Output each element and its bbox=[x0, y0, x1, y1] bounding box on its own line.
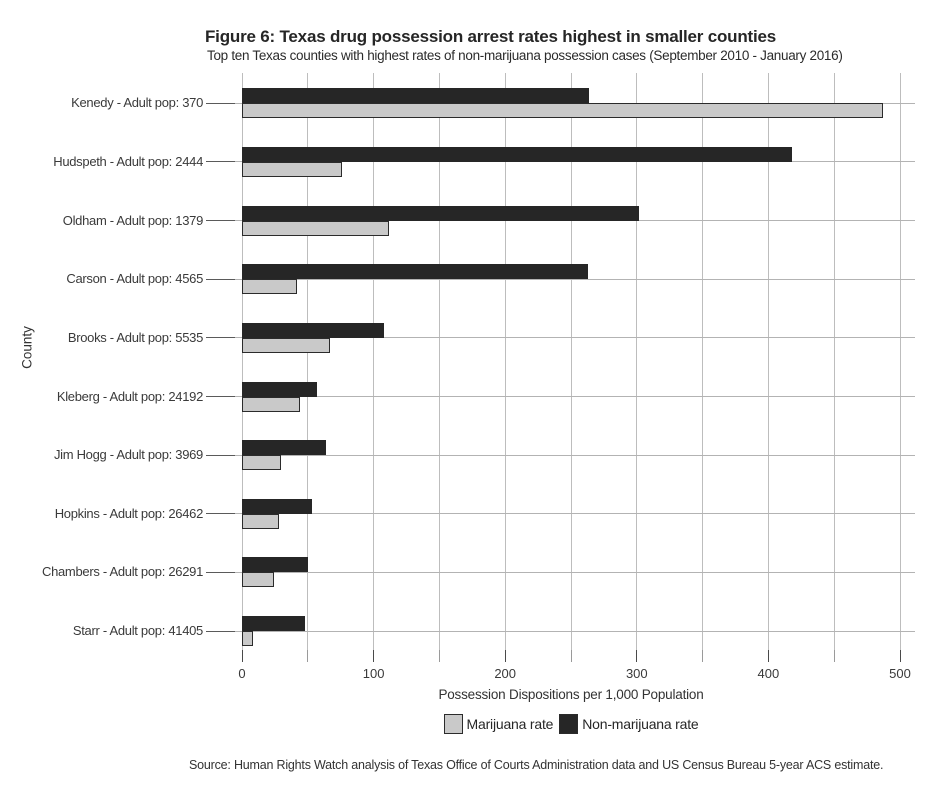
x-gridline bbox=[570, 73, 572, 650]
x-gridline bbox=[833, 73, 835, 650]
county-label: Jim Hogg - Adult pop: 3969 bbox=[53, 447, 203, 463]
x-gridline bbox=[307, 73, 309, 650]
x-axis-tick bbox=[767, 650, 769, 662]
county-gridline bbox=[235, 396, 915, 397]
marijuana-swatch-icon bbox=[443, 714, 463, 734]
county-gridline bbox=[235, 513, 915, 515]
x-axis-tick bbox=[438, 650, 440, 662]
x-gridline bbox=[702, 73, 704, 650]
y-axis-tick bbox=[206, 513, 235, 515]
county-label: Brooks - Adult pop: 5535 bbox=[67, 329, 203, 345]
bar-marijuana bbox=[242, 631, 253, 647]
x-gridline bbox=[899, 73, 901, 650]
legend-item-marijuana: Marijuana rate bbox=[443, 714, 554, 734]
bar-non-marijuana bbox=[242, 88, 590, 104]
bar-non-marijuana bbox=[242, 557, 308, 573]
x-gridline bbox=[241, 73, 243, 650]
x-tick-label: 400 bbox=[757, 666, 780, 681]
bar-marijuana bbox=[242, 103, 883, 119]
source-note: Source: Human Rights Watch analysis of T… bbox=[189, 758, 884, 772]
bar-non-marijuana bbox=[242, 381, 317, 397]
x-tick-label: 200 bbox=[494, 666, 517, 681]
y-axis-tick bbox=[206, 337, 235, 339]
bar-non-marijuana bbox=[242, 440, 327, 456]
x-axis-tick bbox=[570, 650, 572, 662]
x-axis-tick bbox=[636, 650, 638, 662]
x-tick-label: 100 bbox=[362, 666, 385, 681]
x-axis-title: Possession Dispositions per 1,000 Popula… bbox=[438, 687, 704, 702]
y-axis-tick bbox=[206, 102, 235, 104]
x-axis-tick bbox=[899, 650, 901, 662]
bar-marijuana bbox=[242, 161, 343, 177]
x-axis-tick bbox=[702, 650, 704, 662]
county-label: Kleberg - Adult pop: 24192 bbox=[56, 388, 203, 404]
x-gridline bbox=[438, 73, 440, 650]
county-gridline bbox=[235, 571, 915, 573]
chart-legend: Marijuana rate Non-marijuana rate bbox=[242, 712, 900, 736]
x-tick-label: 300 bbox=[625, 666, 648, 681]
x-axis-tick bbox=[373, 650, 375, 662]
legend-item-non-marijuana: Non-marijuana rate bbox=[559, 714, 699, 734]
non-marijuana-swatch-icon bbox=[559, 714, 579, 734]
x-axis-tick bbox=[241, 650, 243, 662]
bar-non-marijuana bbox=[242, 616, 306, 632]
x-gridline bbox=[767, 73, 769, 650]
bar-marijuana bbox=[242, 572, 274, 588]
bar-marijuana bbox=[242, 220, 390, 236]
y-axis-tick bbox=[206, 571, 235, 573]
x-gridline bbox=[504, 73, 506, 650]
county-gridline bbox=[235, 220, 915, 222]
bar-marijuana bbox=[242, 279, 298, 295]
y-axis-tick bbox=[206, 220, 235, 222]
bar-non-marijuana bbox=[242, 146, 793, 162]
y-axis-tick bbox=[206, 454, 235, 456]
county-label: Starr - Adult pop: 41405 bbox=[72, 623, 203, 639]
x-tick-label: 500 bbox=[889, 666, 911, 681]
y-axis-tick bbox=[206, 278, 235, 280]
x-tick-label: 0 bbox=[238, 666, 246, 681]
county-label: Oldham - Adult pop: 1379 bbox=[62, 212, 204, 228]
y-axis-tick bbox=[206, 396, 235, 397]
county-gridline bbox=[235, 454, 915, 456]
bar-marijuana bbox=[242, 455, 282, 471]
bar-non-marijuana bbox=[242, 322, 385, 338]
x-gridline bbox=[373, 73, 375, 650]
county-gridline bbox=[235, 278, 915, 280]
x-gridline bbox=[636, 73, 638, 650]
bar-marijuana bbox=[242, 396, 300, 412]
county-gridline bbox=[235, 161, 915, 163]
county-label: Carson - Adult pop: 4565 bbox=[66, 271, 203, 287]
county-label: Kenedy - Adult pop: 370 bbox=[71, 95, 203, 111]
x-axis-tick bbox=[504, 650, 506, 662]
bar-non-marijuana bbox=[242, 264, 589, 280]
chart-subtitle: Top ten Texas counties with highest rate… bbox=[207, 48, 843, 63]
bar-non-marijuana bbox=[242, 498, 312, 514]
x-axis-tick bbox=[833, 650, 835, 662]
x-axis-tick bbox=[307, 650, 309, 662]
county-gridline bbox=[235, 630, 915, 632]
county-label: Hudspeth - Adult pop: 2444 bbox=[53, 153, 203, 169]
county-label: Hopkins - Adult pop: 26462 bbox=[54, 505, 204, 521]
legend-label-non-marijuana: Non-marijuana rate bbox=[582, 716, 699, 732]
county-gridline bbox=[235, 337, 915, 339]
y-axis-tick bbox=[206, 161, 235, 163]
county-label: Chambers - Adult pop: 26291 bbox=[41, 564, 203, 580]
legend-label-marijuana: Marijuana rate bbox=[466, 716, 554, 732]
y-axis-tick bbox=[206, 630, 235, 632]
chart-title: Figure 6: Texas drug possession arrest r… bbox=[205, 27, 777, 46]
bar-non-marijuana bbox=[242, 205, 640, 221]
bar-marijuana bbox=[242, 513, 279, 529]
bar-marijuana bbox=[242, 337, 331, 353]
